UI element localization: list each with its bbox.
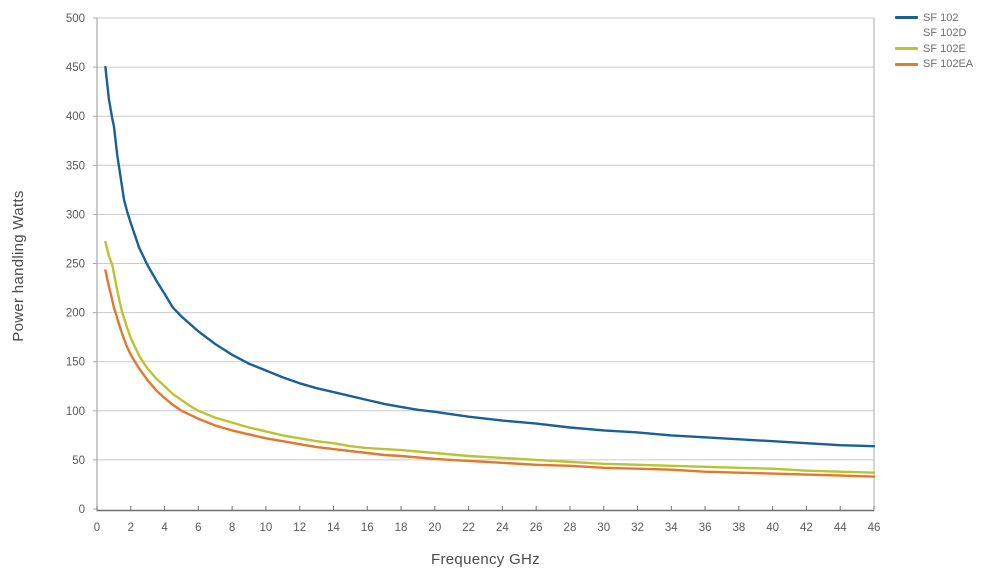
x-tick-label-4: 4 — [161, 522, 168, 534]
x-tick-label-6: 6 — [195, 522, 201, 534]
series-curve-sf-102e — [104, 240, 876, 474]
legend-swatch — [895, 47, 918, 51]
x-tick-label-20: 20 — [428, 522, 441, 534]
legend-item-sf-102ea: SF 102EA — [895, 57, 973, 73]
y-tick-label-300: 300 — [66, 209, 85, 221]
y-tick-label-200: 200 — [66, 308, 85, 320]
legend-item-sf-102: SF 102 — [895, 10, 973, 26]
x-tick-label-0: 0 — [94, 522, 100, 534]
x-tick-label-46: 46 — [868, 522, 881, 534]
x-tick-label-26: 26 — [530, 522, 543, 534]
y-tick-label-450: 450 — [66, 62, 85, 74]
x-tick-label-12: 12 — [293, 522, 306, 534]
legend-item-sf-102d: SF 102D — [895, 26, 973, 42]
x-tick-label-28: 28 — [564, 522, 577, 534]
x-tick-label-2: 2 — [128, 522, 134, 534]
x-tick-label-40: 40 — [766, 522, 779, 534]
x-tick-label-14: 14 — [327, 522, 340, 534]
series-curve-sf-102 — [104, 65, 876, 448]
y-tick-label-250: 250 — [66, 259, 85, 271]
x-tick-label-8: 8 — [229, 522, 235, 534]
y-tick-label-350: 350 — [66, 160, 85, 172]
legend-label: SF 102 — [923, 11, 959, 24]
y-tick-label-400: 400 — [66, 111, 85, 123]
x-tick-label-36: 36 — [699, 522, 712, 534]
legend-swatch — [895, 16, 918, 20]
x-tick-label-42: 42 — [800, 522, 813, 534]
legend-swatch — [895, 32, 918, 35]
legend-label: SF 102E — [923, 42, 966, 55]
x-tick-label-10: 10 — [260, 522, 273, 534]
y-axis-title: Power handling Watts — [10, 190, 27, 342]
y-tick-label-50: 50 — [72, 455, 85, 467]
legend-label: SF 102D — [923, 27, 967, 40]
chart-legend: SF 102 SF 102D SF 102E SF 102EA — [895, 10, 973, 72]
y-tick-label-0: 0 — [79, 504, 85, 516]
x-tick-label-38: 38 — [732, 522, 745, 534]
x-axis-title: Frequency GHz — [431, 551, 540, 568]
x-tick-label-32: 32 — [631, 522, 644, 534]
x-tick-label-16: 16 — [361, 522, 374, 534]
x-tick-label-24: 24 — [496, 522, 509, 534]
y-tick-label-100: 100 — [66, 406, 85, 418]
x-tick-label-18: 18 — [395, 522, 408, 534]
x-tick-label-30: 30 — [597, 522, 610, 534]
x-tick-label-44: 44 — [834, 522, 847, 534]
legend-item-sf-102e: SF 102E — [895, 41, 973, 57]
legend-label: SF 102EA — [923, 58, 974, 71]
x-tick-label-34: 34 — [665, 522, 678, 534]
legend-swatch — [895, 62, 918, 66]
series-curve-sf-102ea — [104, 269, 876, 478]
y-tick-label-500: 500 — [66, 13, 85, 25]
x-tick-label-22: 22 — [462, 522, 475, 534]
y-tick-label-150: 150 — [66, 357, 85, 369]
